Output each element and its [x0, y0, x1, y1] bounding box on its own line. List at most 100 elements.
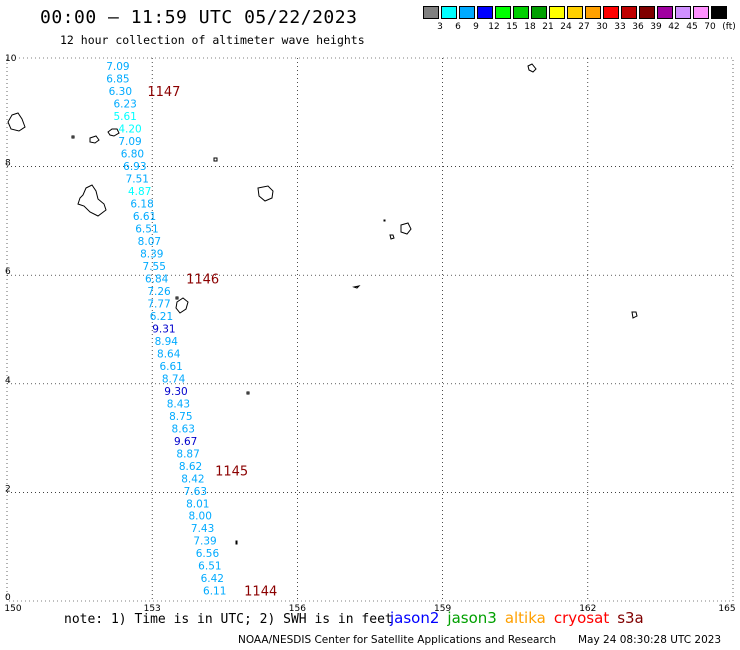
wave-height-value: 8.00: [189, 511, 212, 523]
colorbar-swatch: [513, 6, 529, 19]
colorbar-label: 24: [560, 22, 572, 32]
colorbar-swatch: [639, 6, 655, 19]
wave-height-value: 6.23: [113, 99, 136, 111]
x-tick-label: 156: [289, 604, 306, 614]
colorbar-swatch: [603, 6, 619, 19]
wave-height-value: 5.61: [113, 111, 136, 123]
colorbar-label: 12: [488, 22, 500, 32]
colorbar-label: 18: [524, 22, 536, 32]
colorbar-swatch: [693, 6, 709, 19]
orbit-labels: 1147 1146 1145 1144: [147, 85, 277, 600]
colorbar-label: 30: [596, 22, 608, 32]
island-outline: [89, 135, 100, 144]
wave-height-value: 6.61: [159, 361, 182, 373]
colorbar-swatch: [675, 6, 691, 19]
wave-height-value: 6.61: [133, 211, 156, 223]
wave-height-value: 6.51: [198, 561, 221, 573]
wave-height-value: 8.43: [167, 398, 190, 410]
orbit-number-label: 1144: [244, 585, 277, 600]
wave-height-value: 8.75: [169, 411, 192, 423]
wave-height-value: 6.21: [150, 311, 173, 323]
colorbar-label: 6: [455, 22, 461, 32]
graticule: [7, 58, 733, 601]
colorbar-swatch: [477, 6, 493, 19]
colorbar-swatch: [549, 6, 565, 19]
wave-height-value: 7.09: [118, 136, 141, 148]
colorbar-swatch: [621, 6, 637, 19]
x-tick-label: 150: [4, 604, 21, 614]
colorbar-label: 36: [632, 22, 644, 32]
x-tick-label: 159: [434, 604, 451, 614]
wave-height-value: 7.26: [147, 286, 171, 298]
wave-height-value: 9.30: [164, 386, 187, 398]
colorbar-label: 3: [437, 22, 443, 32]
colorbar-label: 15: [506, 22, 518, 32]
satellite-legend-entry: jason2: [390, 609, 440, 627]
island-outline: [71, 135, 75, 139]
wave-height-value: 8.94: [155, 336, 179, 348]
island-outline: [77, 184, 107, 217]
map-frame: [6, 57, 734, 602]
island-outline: [383, 219, 386, 222]
wave-height-value: 8.01: [186, 498, 209, 510]
axis-ticks: 150 153 156 159 162 165 10 8 6 4 2 0: [4, 54, 735, 614]
orbit-number-label: 1145: [215, 465, 248, 480]
wave-height-value: 8.39: [140, 248, 163, 260]
page-subtitle: 12 hour collection of altimeter wave hei…: [60, 33, 365, 47]
wave-height-value: 7.63: [184, 486, 207, 498]
satellite-legend-entry: s3a: [617, 609, 644, 627]
wave-height-value: 9.31: [152, 323, 175, 335]
wave-height-value: 6.51: [135, 224, 158, 236]
altimeter-track: 7.096.856.306.235.614.207.096.806.937.51…: [106, 61, 226, 598]
wave-height-value: 6.84: [145, 273, 169, 285]
colorbar-label: 21: [542, 22, 554, 32]
wave-height-value: 6.80: [121, 149, 144, 161]
colorbar-swatch: [423, 6, 439, 19]
wave-height-value: 6.11: [203, 586, 226, 598]
wave-height-value: 7.09: [106, 61, 129, 73]
generated-timestamp: May 24 08:30:28 UTC 2023: [578, 634, 722, 646]
wave-height-value: 8.64: [157, 348, 181, 360]
colorbar-swatch: [459, 6, 475, 19]
island-outline: [175, 296, 179, 300]
wave-height-value: 6.93: [123, 161, 146, 173]
island-outline: [107, 128, 120, 137]
island-outline: [389, 234, 395, 240]
island-outline: [257, 185, 274, 202]
colorbar-swatch: [441, 6, 457, 19]
y-tick-label: 6: [5, 267, 11, 277]
island-outline: [527, 63, 537, 73]
colorbar-swatch: [711, 6, 727, 19]
colorbar-swatch: [567, 6, 583, 19]
satellite-legend-entry: jason3: [447, 609, 497, 627]
wave-height-value: 7.39: [193, 536, 216, 548]
satellite-legend-entry: altika: [504, 609, 546, 627]
x-tick-label: 165: [718, 604, 735, 614]
island-outline: [352, 285, 361, 289]
island-outline: [175, 297, 189, 314]
colorbar-label: 42: [668, 22, 680, 32]
credit-line: NOAA/NESDIS Center for Satellite Applica…: [238, 634, 556, 646]
wave-height-value: 8.62: [179, 461, 202, 473]
wave-height-value: 8.07: [138, 236, 161, 248]
colorbar-label: 27: [578, 22, 590, 32]
orbit-number-label: 1147: [147, 85, 180, 100]
island-outline: [246, 391, 250, 395]
wave-height-value: 7.77: [147, 298, 170, 310]
footer-note: note: 1) Time is in UTC; 2) SWH is in fe…: [64, 612, 393, 627]
wave-height-value: 8.42: [181, 473, 204, 485]
wave-height-value: 6.18: [130, 199, 153, 211]
wave-height-value: 6.30: [109, 86, 132, 98]
island-outline: [7, 112, 26, 132]
colorbar-swatch: [531, 6, 547, 19]
orbit-number-label: 1146: [186, 272, 219, 287]
wave-height-value: 4.20: [118, 124, 141, 136]
page-title: 00:00 – 11:59 UTC 05/22/2023: [40, 7, 358, 28]
x-tick-label: 162: [579, 604, 596, 614]
colorbar-swatch: [585, 6, 601, 19]
island-outline: [400, 222, 412, 235]
wave-height-value: 4.87: [128, 186, 151, 198]
y-tick-label: 8: [5, 159, 11, 169]
wave-height-value: 8.63: [172, 423, 195, 435]
